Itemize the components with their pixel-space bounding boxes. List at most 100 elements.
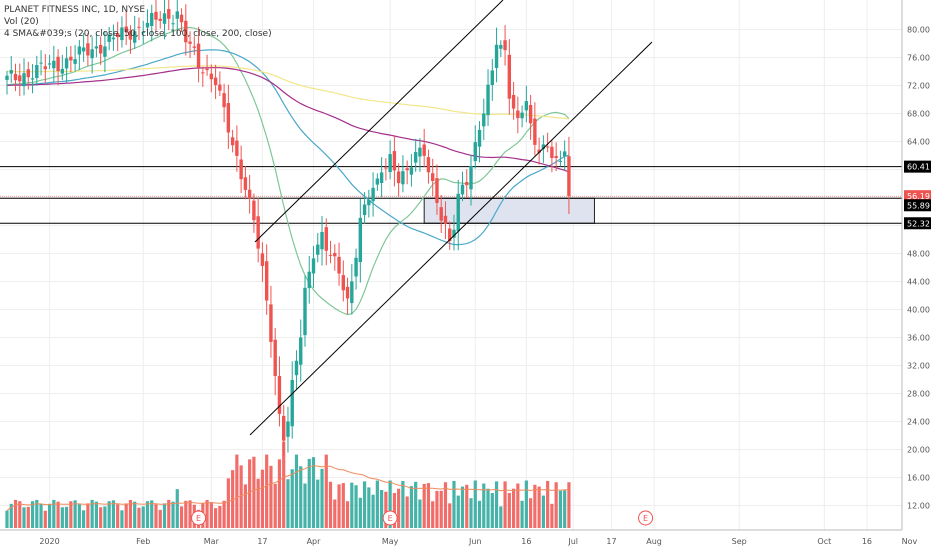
- candle-body: [230, 137, 235, 146]
- candle-body: [511, 94, 516, 109]
- candle-body: [516, 110, 520, 119]
- candle-body: [22, 73, 26, 87]
- candle-body: [413, 152, 418, 163]
- time-axis-tick-label: Sep: [732, 537, 747, 546]
- candle-body: [345, 286, 350, 299]
- volume-bar: [354, 485, 358, 528]
- volume-bar: [286, 479, 290, 528]
- volume-bar: [103, 506, 107, 528]
- volume-bar: [435, 490, 439, 528]
- earnings-marker-label: E: [388, 514, 393, 523]
- candle-body: [252, 200, 256, 221]
- candle-body: [77, 46, 82, 55]
- volume-bar: [107, 501, 111, 528]
- candle-body: [375, 178, 380, 185]
- candle-body: [435, 178, 439, 203]
- candle-body: [175, 11, 179, 19]
- candle-body: [286, 421, 290, 437]
- candle-body: [401, 171, 405, 185]
- price-axis-tick-label: 20.00: [907, 446, 930, 455]
- price-axis-tick-label: 44.00: [907, 278, 930, 287]
- candle-body: [115, 33, 120, 38]
- volume-bar: [362, 481, 367, 528]
- candle-body: [558, 160, 563, 162]
- candle-body: [86, 43, 90, 56]
- price-axis-tick-label: 16.00: [907, 474, 930, 483]
- volume-bar: [333, 499, 337, 528]
- price-axis-tick-label: 80.00: [907, 26, 930, 35]
- volume-bar: [205, 499, 209, 528]
- candle-body: [264, 261, 269, 301]
- volume-bar: [82, 510, 86, 528]
- candle-body: [213, 77, 218, 86]
- volume-bar: [316, 479, 320, 528]
- volume-bar: [239, 465, 243, 528]
- volume-bar: [64, 506, 69, 528]
- volume-bar: [133, 501, 137, 528]
- earnings-marker-label: E: [196, 514, 201, 523]
- volume-bar: [375, 480, 379, 528]
- candle-body: [222, 93, 226, 108]
- volume-bar: [256, 478, 260, 528]
- candle-body: [209, 73, 214, 80]
- volume-bar: [443, 482, 448, 528]
- volume-bar: [524, 480, 528, 528]
- candle-body: [520, 112, 524, 119]
- volume-bar: [431, 501, 435, 528]
- candle-body: [362, 204, 367, 216]
- time-axis-tick-label: 2020: [39, 537, 59, 546]
- price-tag: [904, 190, 931, 203]
- volume-bar: [150, 500, 154, 528]
- volume-bar: [499, 506, 503, 528]
- volume-bar: [265, 454, 269, 528]
- candle-body: [333, 253, 337, 257]
- volume-bar: [486, 488, 490, 528]
- candle-body: [320, 232, 324, 250]
- price-axis-tick-label: 76.00: [907, 54, 930, 63]
- volume-bar: [494, 481, 499, 528]
- time-axis-tick-label: 17: [257, 537, 267, 546]
- channel-lower-line: [249, 41, 653, 436]
- candle-body: [120, 27, 124, 41]
- volume-bar: [533, 484, 537, 528]
- candle-body: [550, 146, 554, 159]
- price-axis-tick-label: 12.00: [907, 502, 930, 511]
- volume-bar: [358, 497, 362, 528]
- volume-bar: [320, 468, 324, 528]
- candle-body: [477, 129, 482, 147]
- candle-body: [528, 104, 533, 124]
- earnings-marker: [191, 510, 207, 526]
- candle-body: [418, 147, 422, 157]
- volume-bar: [5, 510, 9, 528]
- candle-body: [188, 41, 192, 44]
- price-axis-tick-label: 48.00: [907, 250, 930, 259]
- price-tag-label: 55.89: [907, 201, 930, 210]
- price-tag: [904, 160, 931, 173]
- candle-body: [273, 339, 277, 376]
- volume-bar: [384, 491, 388, 528]
- volume-bar: [128, 499, 133, 528]
- candle-body: [133, 31, 137, 43]
- volume-bar: [367, 487, 371, 528]
- volume-bar: [273, 483, 277, 528]
- candle-body: [533, 118, 537, 145]
- candle-body: [452, 229, 456, 238]
- price-axis-tick-label: 24.00: [907, 418, 930, 427]
- volume-bar: [520, 500, 524, 528]
- volume-bar: [162, 503, 167, 528]
- candle-body: [567, 156, 571, 197]
- candle-body: [405, 168, 409, 171]
- candle-body: [107, 34, 111, 42]
- volume-bar: [47, 503, 52, 528]
- price-axis-tick-label: 36.00: [907, 334, 930, 343]
- volume-bar: [73, 500, 77, 528]
- candle-body: [30, 78, 35, 80]
- volume-bar: [56, 501, 60, 528]
- volume-bar: [303, 483, 307, 528]
- volume-bar: [426, 483, 431, 528]
- volume-bar: [243, 484, 247, 528]
- volume-bar: [507, 493, 511, 528]
- volume-bar: [397, 488, 401, 528]
